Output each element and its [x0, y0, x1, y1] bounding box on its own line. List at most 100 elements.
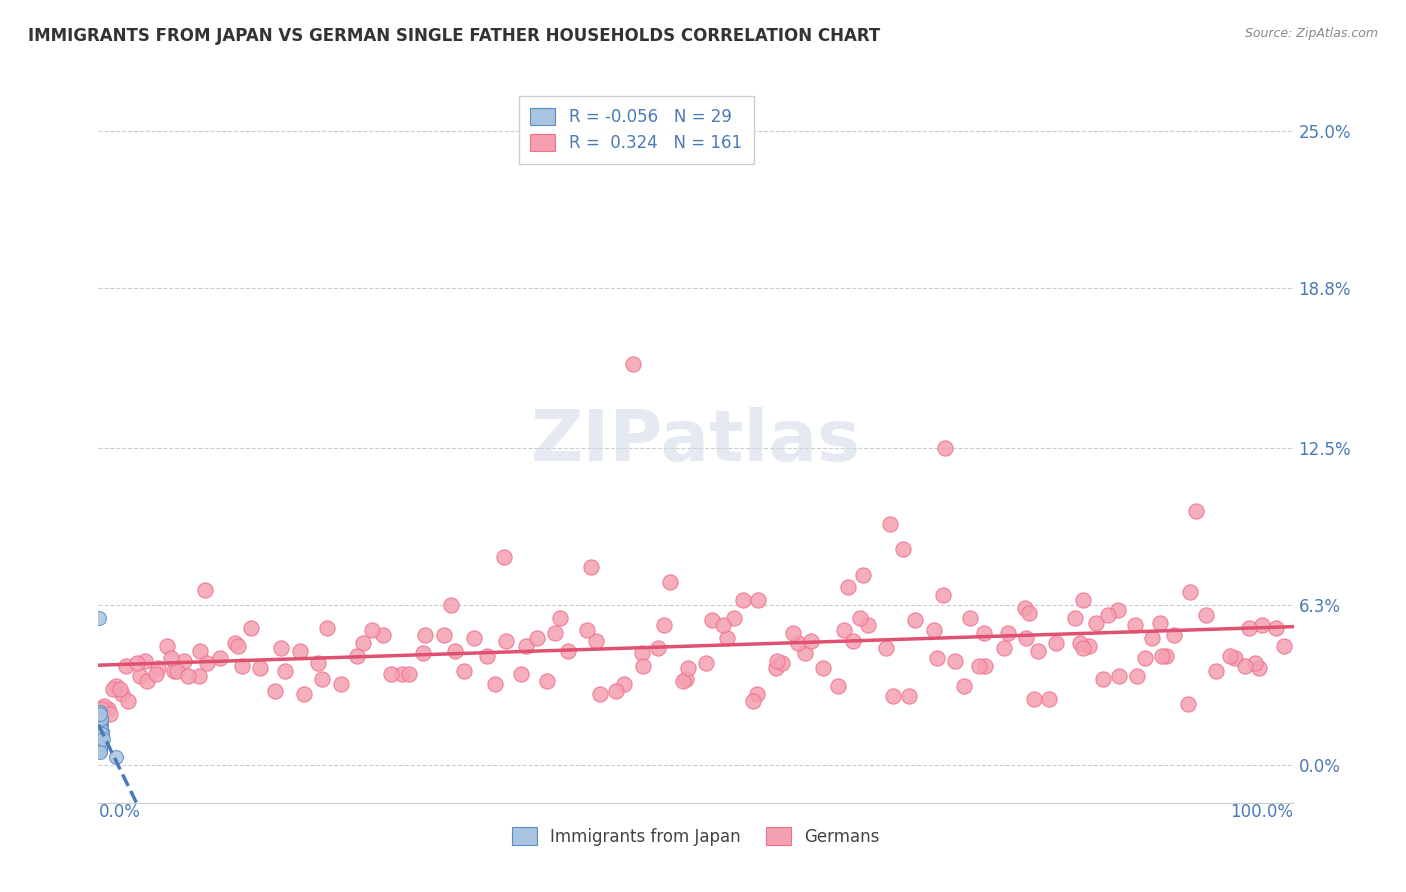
Point — [224, 636, 246, 650]
Point — [875, 641, 897, 656]
Point — [731, 593, 754, 607]
Point — [90, 738, 112, 752]
Point — [837, 580, 859, 594]
Point — [1015, 631, 1038, 645]
Point — [786, 636, 808, 650]
Point — [274, 664, 297, 678]
Point — [904, 613, 927, 627]
Point — [492, 549, 515, 564]
Point — [90, 723, 112, 737]
Point — [1251, 618, 1274, 632]
Point — [548, 611, 571, 625]
Point — [1142, 631, 1164, 645]
Point — [782, 626, 804, 640]
Point — [89, 735, 111, 749]
Point — [922, 624, 945, 638]
Point — [352, 636, 374, 650]
Point — [108, 681, 131, 696]
Point — [526, 631, 548, 645]
Point — [621, 357, 644, 371]
Point — [115, 659, 138, 673]
Point — [391, 666, 413, 681]
Point — [1163, 628, 1185, 642]
Point — [194, 582, 217, 597]
Point — [249, 661, 271, 675]
Point — [716, 631, 738, 645]
Point — [90, 712, 112, 726]
Point — [125, 657, 148, 671]
Point — [264, 684, 287, 698]
Point — [544, 626, 567, 640]
Point — [967, 659, 990, 673]
Point — [148, 661, 170, 675]
Point — [672, 674, 695, 689]
Point — [90, 727, 112, 741]
Point — [361, 624, 384, 638]
Text: ZIPatlas: ZIPatlas — [531, 407, 860, 476]
Point — [111, 687, 134, 701]
Point — [1108, 669, 1130, 683]
Point — [1078, 639, 1101, 653]
Point — [932, 588, 955, 602]
Point — [658, 575, 681, 590]
Point — [1123, 618, 1146, 632]
Point — [90, 738, 112, 752]
Point — [134, 654, 156, 668]
Point — [1107, 603, 1129, 617]
Point — [557, 643, 579, 657]
Point — [307, 657, 329, 671]
Point — [188, 643, 211, 657]
Point — [1178, 585, 1201, 599]
Point — [413, 628, 436, 642]
Point — [1272, 639, 1295, 653]
Point — [675, 672, 697, 686]
Point — [89, 720, 111, 734]
Text: 100.0%: 100.0% — [1230, 803, 1294, 821]
Point — [713, 618, 735, 632]
Point — [495, 633, 517, 648]
Point — [1024, 691, 1046, 706]
Point — [897, 690, 920, 704]
Point — [195, 657, 218, 671]
Point — [89, 724, 111, 739]
Point — [346, 648, 368, 663]
Point — [226, 639, 249, 653]
Point — [800, 633, 823, 648]
Point — [105, 679, 128, 693]
Point — [1219, 648, 1241, 663]
Point — [695, 657, 717, 671]
Point — [510, 666, 533, 681]
Point — [240, 621, 263, 635]
Point — [315, 621, 337, 635]
Point — [536, 674, 558, 689]
Point — [1071, 593, 1094, 607]
Point — [1184, 504, 1206, 518]
Point — [605, 684, 627, 698]
Point — [943, 654, 966, 668]
Point — [90, 717, 112, 731]
Point — [766, 654, 789, 668]
Point — [974, 659, 997, 673]
Point — [101, 681, 124, 696]
Point — [371, 628, 394, 642]
Point — [1092, 672, 1115, 686]
Point — [1026, 643, 1049, 657]
Point — [1069, 636, 1091, 650]
Point — [676, 661, 699, 675]
Point — [89, 705, 111, 719]
Text: IMMIGRANTS FROM JAPAN VS GERMAN SINGLE FATHER HOUSEHOLDS CORRELATION CHART: IMMIGRANTS FROM JAPAN VS GERMAN SINGLE F… — [28, 27, 880, 45]
Point — [1018, 606, 1040, 620]
Point — [827, 679, 849, 693]
Point — [1149, 615, 1171, 630]
Point — [90, 732, 112, 747]
Point — [765, 661, 787, 675]
Point — [89, 723, 111, 737]
Point — [412, 646, 434, 660]
Point — [292, 687, 315, 701]
Point — [1071, 641, 1094, 656]
Point — [1085, 615, 1108, 630]
Point — [723, 611, 745, 625]
Point — [166, 664, 188, 678]
Point — [90, 720, 112, 734]
Point — [98, 707, 122, 722]
